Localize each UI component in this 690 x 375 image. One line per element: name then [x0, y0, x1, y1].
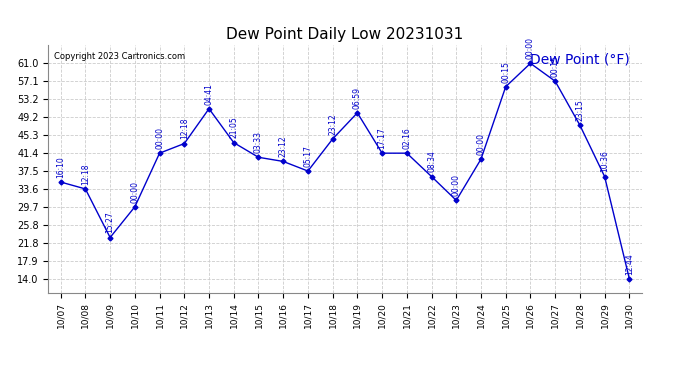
- Text: 12:18: 12:18: [81, 163, 90, 185]
- Text: 00:00: 00:00: [130, 181, 139, 203]
- Text: 00:15: 00:15: [501, 61, 510, 82]
- Text: 15:27: 15:27: [106, 211, 115, 233]
- Text: 00:15: 00:15: [551, 55, 560, 77]
- Text: 12:44: 12:44: [625, 253, 634, 274]
- Text: 03:33: 03:33: [254, 131, 263, 153]
- Text: 12:18: 12:18: [180, 118, 189, 140]
- Text: 23:15: 23:15: [575, 99, 584, 121]
- Text: 00:00: 00:00: [526, 37, 535, 59]
- Text: 17:17: 17:17: [377, 127, 386, 149]
- Text: 16:10: 16:10: [56, 156, 65, 178]
- Text: Copyright 2023 Cartronics.com: Copyright 2023 Cartronics.com: [55, 53, 186, 62]
- Text: 00:00: 00:00: [477, 133, 486, 155]
- Text: 21:05: 21:05: [229, 117, 238, 138]
- Text: 06:59: 06:59: [353, 87, 362, 109]
- Text: 05:17: 05:17: [304, 145, 313, 167]
- Text: 00:00: 00:00: [452, 174, 461, 196]
- Title: Dew Point Daily Low 20231031: Dew Point Daily Low 20231031: [226, 27, 464, 42]
- Text: 23:12: 23:12: [328, 113, 337, 135]
- Text: 00:00: 00:00: [155, 127, 164, 149]
- Text: 23:12: 23:12: [279, 136, 288, 157]
- Text: 04:41: 04:41: [204, 82, 213, 105]
- Text: 10:36: 10:36: [600, 150, 609, 172]
- Text: 02:16: 02:16: [402, 127, 411, 149]
- Text: 08:34: 08:34: [427, 150, 436, 172]
- Text: Dew Point (°F): Dew Point (°F): [530, 53, 630, 66]
